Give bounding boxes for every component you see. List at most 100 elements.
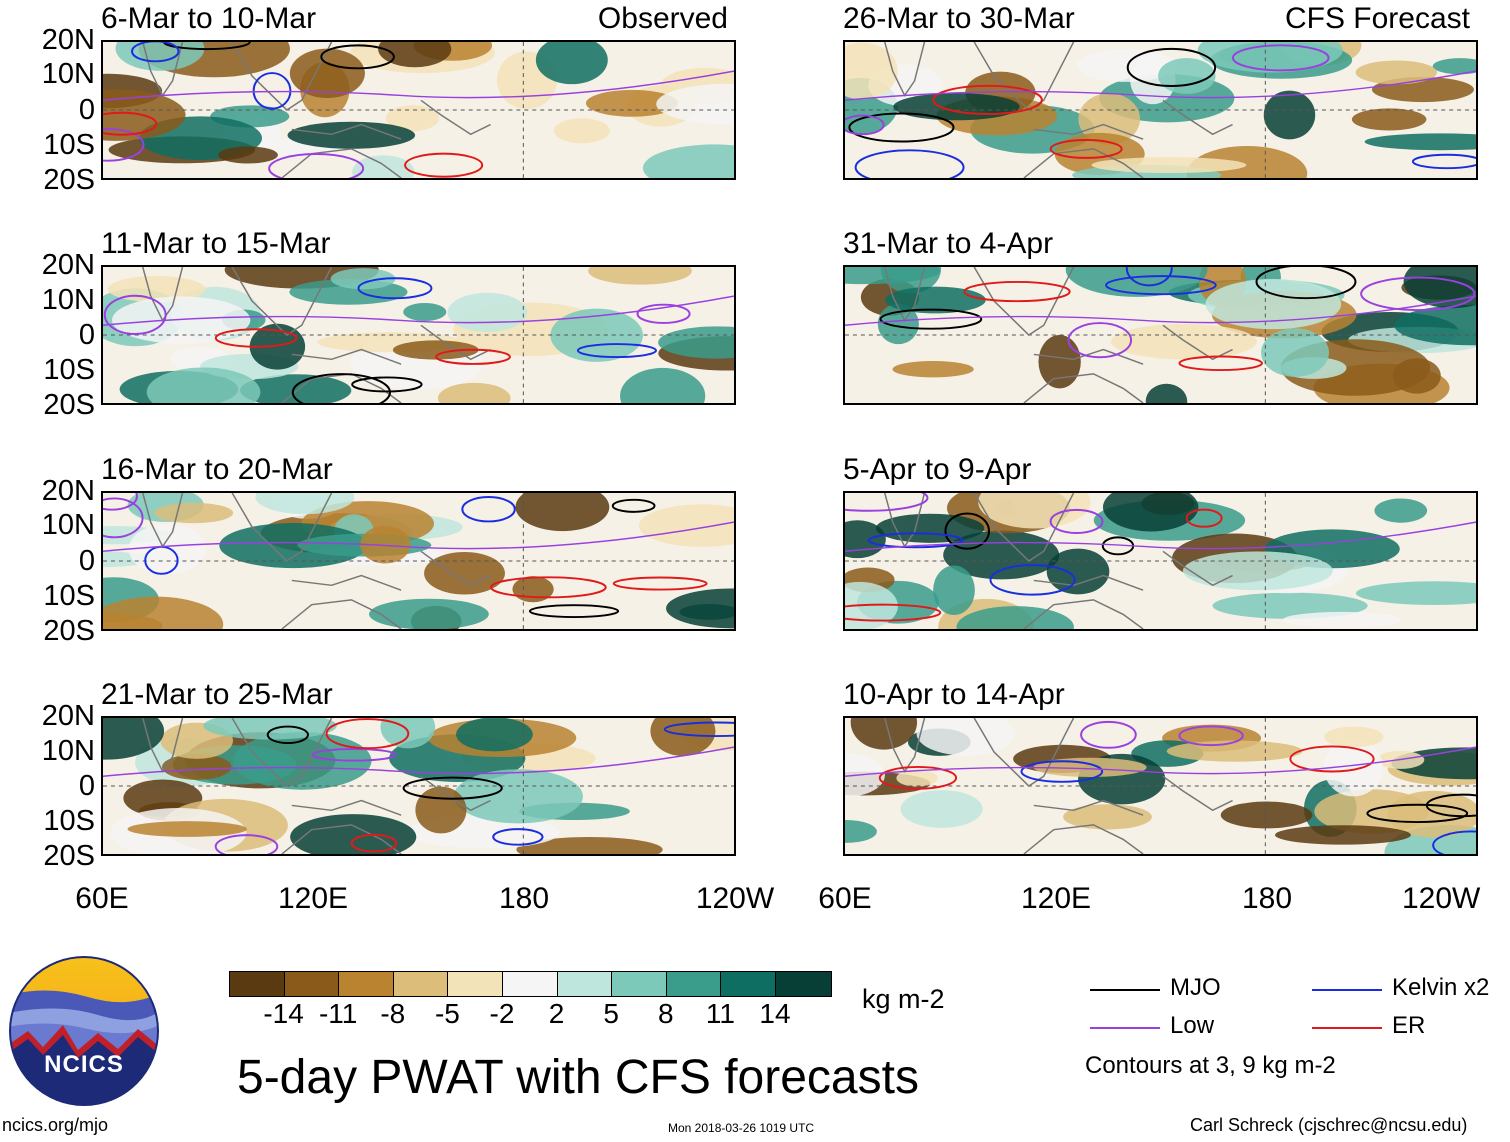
pwat-anomaly-region: [1102, 493, 1199, 532]
pwat-anomaly-region: [378, 42, 452, 68]
lat-label: 20N: [41, 24, 95, 56]
low-frequency-contour: [845, 521, 1476, 553]
pwat-anomaly-region: [1182, 551, 1333, 591]
pwat-anomaly-region: [885, 286, 986, 314]
pwat-anomaly-region: [1432, 58, 1476, 75]
pwat-anomaly-region: [1046, 548, 1110, 595]
pwat-anomaly-region: [1355, 581, 1476, 606]
pwat-anomaly-region: [456, 718, 533, 752]
wave-contour: [845, 493, 929, 512]
colorbar-swatch: [339, 972, 394, 996]
pwat-anomaly-region: [115, 42, 205, 71]
pwat-anomaly-region: [360, 525, 411, 564]
pwat-anomaly-region: [516, 837, 663, 854]
pwat-anomaly-region: [1038, 335, 1081, 389]
pwat-anomaly-region: [1158, 58, 1216, 94]
pwat-anomaly-region: [289, 48, 365, 98]
low-frequency-contour: [845, 70, 1476, 102]
pwat-anomaly-region: [515, 493, 610, 532]
pwat-anomaly-region: [154, 502, 234, 524]
wave-contour: [932, 84, 1043, 115]
lat-label: 10N: [41, 284, 95, 316]
lat-label: 20S: [43, 389, 95, 421]
panel-title: 16-Mar to 20-Mar: [101, 453, 333, 486]
colorbar-tick-label: -2: [489, 998, 515, 1029]
footer-right: Carl Schreck (cjschrec@ncsu.edu): [1190, 1115, 1468, 1135]
low-frequency-contour: [103, 746, 734, 778]
pwat-anomaly-region: [437, 382, 511, 403]
pwat-map-panel: [843, 491, 1478, 631]
pwat-anomaly-region: [535, 42, 608, 85]
wave-contour: [320, 44, 395, 70]
pwat-anomaly-region: [1374, 498, 1428, 523]
low-frequency-contour: [845, 746, 1476, 778]
lat-label: 10N: [41, 735, 95, 767]
ncics-logo: NCICS: [8, 955, 160, 1107]
pwat-anomaly-region: [1197, 42, 1343, 73]
wave-contour: [357, 277, 433, 300]
pwat-anomaly-region: [1261, 328, 1330, 377]
lon-label: 120W: [695, 882, 775, 915]
pwat-anomaly-region: [240, 374, 352, 403]
pwat-anomaly-region: [845, 42, 898, 100]
pwat-anomaly-region: [893, 93, 1020, 121]
panel-title: 11-Mar to 15-Mar: [101, 227, 331, 260]
low-frequency-contour: [103, 521, 734, 553]
colorbar-swatch: [612, 972, 667, 996]
wave-contour: [1231, 44, 1330, 72]
pwat-map-panel: [843, 265, 1478, 405]
low-frequency-contour: [845, 295, 1476, 327]
figure-title: 5-day PWAT with CFS forecasts: [237, 1051, 919, 1104]
colorbar-tick-label: -11: [318, 998, 358, 1029]
lat-label: 0: [78, 545, 95, 577]
wave-contour: [266, 725, 309, 745]
pwat-anomaly-region: [128, 523, 206, 575]
pwat-anomaly-region: [900, 790, 983, 828]
pwat-anomaly-region: [447, 292, 528, 332]
wave-contour: [1067, 322, 1133, 359]
colorbar-tick-label: 5: [603, 998, 619, 1029]
wave-contour: [1425, 793, 1476, 818]
wave-contour: [492, 828, 544, 846]
pwat-map-panel: [101, 716, 736, 856]
wave-contour: [351, 376, 423, 393]
pwat-anomaly-region: [1282, 611, 1402, 628]
wave-contour: [1049, 508, 1104, 534]
pwat-anomaly-region: [1364, 133, 1476, 151]
lat-label: 20S: [43, 615, 95, 647]
wave-contour: [663, 721, 734, 738]
colorbar-swatch: [230, 972, 285, 996]
pwat-anomaly-region: [1145, 383, 1188, 403]
wave-contour: [1105, 275, 1217, 296]
pwat-anomaly-region: [330, 268, 396, 290]
wave-contour: [291, 373, 391, 403]
wave-contour: [461, 496, 516, 523]
panel-title: 10-Apr to 14-Apr: [843, 678, 1065, 711]
panel-column-label: CFS Forecast: [1284, 2, 1470, 35]
lon-label: 60E: [818, 882, 872, 915]
pwat-anomaly-region: [1063, 804, 1152, 830]
legend-label-low: Low: [1170, 1012, 1215, 1039]
wave-contour: [214, 834, 279, 854]
wave-contour: [854, 149, 965, 178]
legend-line-low: [1090, 1027, 1160, 1029]
lon-label: 60E: [75, 882, 129, 915]
colorbar-swatch: [393, 972, 449, 996]
lat-label: 10S: [43, 805, 95, 837]
pwat-anomaly-region: [287, 121, 416, 149]
wave-contour: [1080, 720, 1137, 749]
pwat-anomaly-region: [656, 83, 734, 125]
wave-contour: [612, 576, 708, 591]
wave-contour: [1178, 725, 1244, 747]
lat-label: 20N: [41, 475, 95, 507]
pwat-anomaly-region: [352, 155, 415, 178]
colorbar-tick-label: -8: [380, 998, 406, 1029]
wave-contour: [311, 748, 397, 762]
wave-contour: [350, 833, 398, 853]
pwat-anomaly-region: [127, 821, 247, 837]
lat-label: 0: [78, 94, 95, 126]
pwat-anomaly-region: [218, 146, 278, 164]
legend-label-mjo: MJO: [1170, 974, 1221, 1001]
wave-contour: [1049, 139, 1123, 159]
wave-contour: [103, 111, 158, 136]
